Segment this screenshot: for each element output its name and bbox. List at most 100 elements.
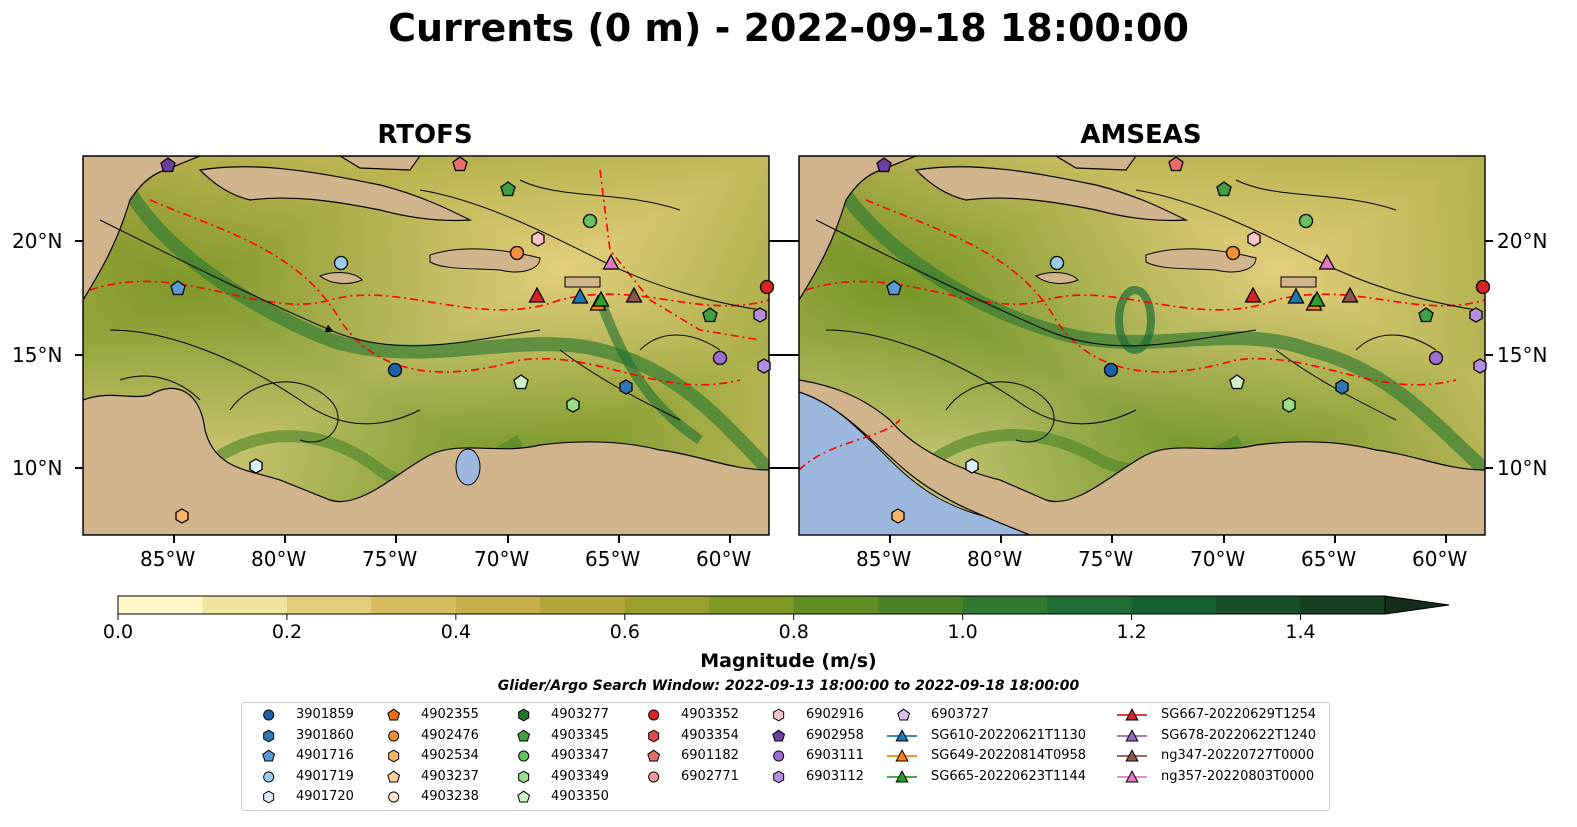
platform-marker <box>1247 231 1261 247</box>
platform-marker <box>571 287 589 304</box>
legend-marker-icon <box>517 790 531 803</box>
platform-marker <box>1418 307 1434 323</box>
platform-marker <box>886 280 902 296</box>
colorbar-segment <box>1047 596 1133 614</box>
legend-marker-icon <box>517 729 531 741</box>
legend-marker-icon <box>1117 749 1147 762</box>
legend-marker-icon <box>773 770 785 783</box>
legend-marker-icon <box>1117 708 1147 721</box>
legend-marker-icon <box>263 790 275 804</box>
legend-marker-icon <box>773 708 785 722</box>
legend-label: SG649-20220814T0958 <box>931 748 1087 763</box>
legend-label: 4903347 <box>551 748 609 763</box>
legend-label: 4902476 <box>421 727 479 743</box>
platform-marker <box>712 350 728 366</box>
colorbar-tick-label: 1.2 <box>1116 621 1147 643</box>
legend-marker-icon <box>648 771 660 782</box>
lon-label: 60°W <box>696 547 752 571</box>
colorbar-tick-label: 0.2 <box>271 621 303 643</box>
main-title: Currents (0 m) - 2022-09-18 18:00:00 <box>388 6 1189 50</box>
lon-label: 80°W <box>967 547 1023 571</box>
legend-label: 4903350 <box>551 789 609 804</box>
lat-label: 10°N <box>12 456 63 480</box>
colorbar-extend-arrow <box>1384 595 1450 615</box>
legend-label: SG610-20220621T1130 <box>931 727 1087 743</box>
legend-label: 6902916 <box>806 707 864 722</box>
legend-marker-icon <box>263 729 275 742</box>
platform-marker <box>965 458 979 474</box>
lon-label: 70°W <box>1190 547 1246 571</box>
rtofs-land-south <box>83 156 769 535</box>
colorbar-segment <box>371 596 457 614</box>
lon-label: 75°W <box>1078 547 1134 571</box>
legend-marker-icon <box>1117 769 1147 782</box>
colorbar-segment <box>118 596 203 614</box>
platform-marker <box>500 181 516 197</box>
legend-marker-icon <box>518 750 530 762</box>
platform-marker <box>249 458 263 474</box>
colorbar-segment <box>202 596 288 614</box>
lon-label: 80°W <box>251 547 307 571</box>
platform-marker <box>702 307 718 323</box>
colorbar-segment <box>1131 596 1217 614</box>
lon-label: 65°W <box>1301 547 1357 571</box>
platform-marker <box>1298 213 1314 229</box>
legend-label: SG678-20220622T1240 <box>1161 727 1317 743</box>
colorbar-segment <box>878 596 964 614</box>
platform-marker <box>452 156 468 172</box>
platform-marker <box>1335 379 1349 395</box>
platform-marker <box>513 374 529 390</box>
colorbar-segment <box>1216 596 1302 614</box>
legend-marker-icon <box>773 750 785 762</box>
lon-label: 75°W <box>362 547 418 571</box>
legend-label: 6903727 <box>931 707 989 722</box>
colorbar-tick-label: 0.0 <box>102 621 134 643</box>
panel-title-amseas: AMSEAS <box>1080 120 1202 150</box>
platform-marker <box>528 286 546 303</box>
legend-marker-icon <box>263 771 275 782</box>
platform-marker <box>1475 279 1491 295</box>
legend-marker-icon <box>648 729 660 742</box>
legend-label: 4902355 <box>421 707 479 722</box>
legend-label: 4903349 <box>551 768 609 784</box>
legend-label: 4901716 <box>296 748 354 763</box>
legend-label: ng347-20220727T0000 <box>1161 748 1315 763</box>
platform-marker <box>759 279 775 295</box>
platform-marker <box>1225 245 1241 261</box>
legend-label: 6901182 <box>681 748 739 763</box>
platform-marker <box>333 255 349 271</box>
colorbar-segment <box>962 596 1048 614</box>
legend-marker-icon <box>887 769 917 782</box>
legend-marker-icon <box>387 708 401 721</box>
legend-label: 4903352 <box>681 707 739 722</box>
lat-label: 15°N <box>12 343 63 367</box>
legend-marker-icon <box>387 770 401 782</box>
legend-marker-icon <box>263 709 275 721</box>
legend-label: 6902958 <box>806 727 864 743</box>
lon-label: 60°W <box>1412 547 1468 571</box>
colorbar-tick-label: 0.4 <box>440 621 471 643</box>
platform-marker <box>1168 156 1184 172</box>
lon-label: 70°W <box>474 547 530 571</box>
platform-marker <box>1473 358 1487 374</box>
legend-label: 6902771 <box>681 768 739 784</box>
legend-marker-icon <box>647 749 661 762</box>
legend-label: 4903238 <box>421 789 479 804</box>
colorbar-segment <box>455 596 541 614</box>
platform-marker <box>175 508 189 524</box>
lon-label: 85°W <box>140 547 196 571</box>
colorbar-tick-label: 0.8 <box>778 621 809 643</box>
lat-label: 20°N <box>12 229 63 253</box>
legend-label: 3901860 <box>296 727 354 743</box>
legend-marker-icon <box>1117 728 1147 741</box>
platform-marker <box>1282 397 1296 413</box>
platform-marker <box>1229 374 1245 390</box>
colorbar-label: Magnitude (m/s) <box>700 650 877 672</box>
legend-label: 4901719 <box>296 768 354 784</box>
colorbar-segment <box>286 596 372 614</box>
legend-marker-icon <box>887 749 917 762</box>
colorbar-tick-label: 0.6 <box>609 621 640 643</box>
platform-marker <box>757 358 771 374</box>
rtofs-map <box>83 156 769 535</box>
